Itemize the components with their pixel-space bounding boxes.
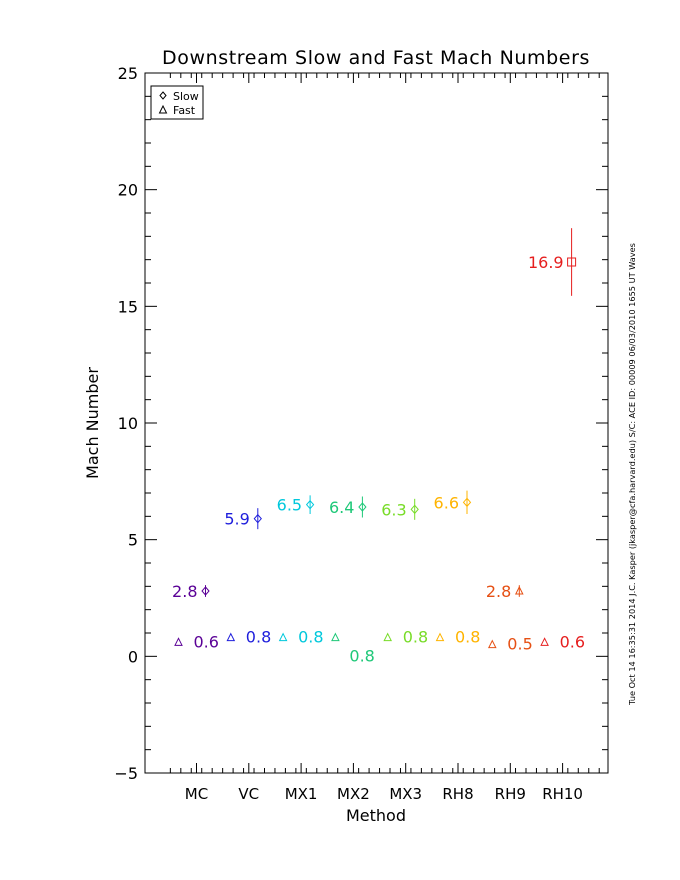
legend-triangle-icon [158,104,168,114]
y-tick-label: 15 [118,297,138,316]
data-marks: 2.8 0.6 5.9 0.8 6.5 0.8 6.4 0.8 6.3 0.8 6.6 0.8 2.8 0… [172,228,585,666]
legend-label-fast: Fast [173,104,196,117]
y-tick-label: −5 [114,764,138,783]
y-axis: −5 0 5 10 15 20 25 [114,64,608,783]
y-tick-label: 10 [118,414,138,433]
y-tick-label: 0 [128,647,138,666]
y-tick-label: 5 [128,531,138,550]
fast-point [383,632,393,642]
slow-data-label: 6.5 [277,496,302,515]
legend-label-slow: Slow [173,90,199,103]
fast-point [435,632,445,642]
x-tick-label: RH8 [442,785,473,803]
fast-point [540,637,549,646]
slow-point [567,257,577,267]
slow-point [462,497,472,508]
slow-point [410,504,419,515]
fast-data-label: 0.8 [298,628,323,647]
fast-data-label: 0.6 [194,632,219,651]
y-tick-label: 25 [118,64,138,83]
x-tick-label: MX2 [337,785,370,803]
chart-title: Downstream Slow and Fast Mach Numbers [162,47,590,69]
slow-data-label: 5.9 [224,510,249,529]
fast-point [487,639,497,649]
fast-data-label: 0.8 [349,647,374,666]
slow-data-label: 2.8 [172,582,197,601]
slow-data-label: 6.6 [434,493,459,512]
fast-data-label: 0.8 [403,628,428,647]
x-tick-label: MX3 [389,785,422,803]
slow-data-label: 16.9 [528,253,564,272]
y-axis-label: Mach Number [83,367,102,479]
fast-data-label: 0.6 [560,632,585,651]
x-tick-label: VC [238,785,259,803]
slow-point [253,513,262,524]
x-tick-label: MC [185,785,208,803]
x-tick-label: MX1 [285,785,318,803]
slow-point [201,586,210,596]
slow-point [305,499,315,510]
slow-data-label: 6.4 [329,498,354,517]
slow-data-label: 6.3 [381,500,406,519]
x-axis-label: Method [346,806,406,825]
legend-diamond-icon [159,91,167,100]
legend: Slow Fast [150,85,204,120]
slow-data-label: 2.8 [486,582,511,601]
slow-point [514,585,524,595]
x-tick-label: RH10 [542,785,583,803]
fast-point [331,632,340,642]
slow-point [358,502,367,512]
fast-point [226,632,236,642]
fast-data-label: 0.8 [455,628,480,647]
x-tick-label: RH9 [495,785,526,803]
fast-data-label: 0.5 [507,635,532,654]
y-tick-label: 20 [118,181,138,200]
x-axis: MC VC MX1 MX2 MX3 RH8 RH9 RH10 [169,73,600,803]
footer-annotation: Tue Oct 14 16:35:31 2014 J.C. Kasper (jk… [627,243,637,706]
fast-data-label: 0.8 [246,628,271,647]
fast-point [174,637,183,646]
fast-point [278,632,288,642]
